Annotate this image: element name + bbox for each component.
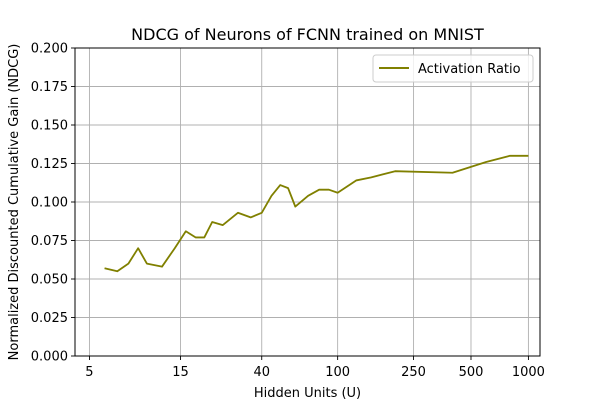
y-tick-label: 0.125 (31, 157, 68, 172)
y-tick-label: 0.200 (31, 42, 68, 57)
x-tick-label: 1000 (512, 365, 545, 380)
y-tick-label: 0.100 (31, 196, 68, 211)
y-tick-label: 0.000 (31, 350, 68, 365)
x-tick-label: 100 (325, 365, 350, 380)
legend-label-activation-ratio: Activation Ratio (418, 62, 521, 77)
y-tick-label: 0.075 (31, 234, 68, 249)
x-tick-label: 15 (172, 365, 189, 380)
x-tick-label: 500 (459, 365, 484, 380)
x-tick-label: 40 (253, 365, 270, 380)
chart-title: NDCG of Neurons of FCNN trained on MNIST (131, 25, 484, 44)
y-axis-label: Normalized Discounted Cumulative Gain (N… (7, 44, 22, 361)
x-tick-label: 250 (401, 365, 426, 380)
legend: Activation Ratio (373, 55, 533, 82)
x-axis-label: Hidden Units (U) (254, 386, 361, 400)
y-tick-label: 0.050 (31, 273, 68, 288)
y-tick-label: 0.150 (31, 119, 68, 134)
x-tick-label: 5 (85, 365, 93, 380)
y-tick-label: 0.175 (31, 80, 68, 95)
y-tick-label: 0.025 (31, 311, 68, 326)
